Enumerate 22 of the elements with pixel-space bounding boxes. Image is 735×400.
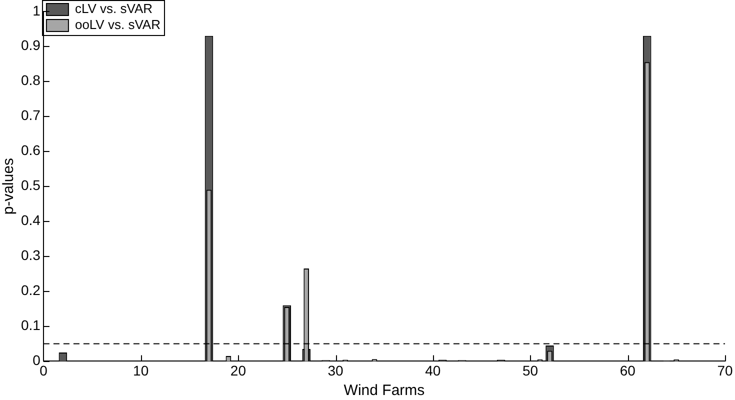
y-tick-label: 1 bbox=[32, 2, 41, 18]
legend-label: cLV vs. sVAR bbox=[74, 1, 153, 16]
y-tick-label: 0.4 bbox=[20, 212, 41, 228]
x-axis-title: Wind Farms bbox=[344, 382, 425, 400]
legend-label: ooLV vs. sVAR bbox=[74, 17, 160, 32]
y-axis-title: p-values bbox=[0, 158, 18, 215]
y-tick-label: 0.9 bbox=[20, 37, 41, 54]
x-tick-label: 10 bbox=[133, 362, 149, 378]
x-tick-label: 30 bbox=[328, 362, 344, 378]
x-tick-label: 50 bbox=[522, 362, 538, 378]
x-tick-label: 60 bbox=[620, 362, 636, 378]
y-tick-label: 0.8 bbox=[20, 72, 41, 88]
y-tick-label: 0.1 bbox=[20, 317, 41, 334]
y-tick-label: 0.6 bbox=[20, 142, 41, 158]
y-tick-label: 0.3 bbox=[20, 247, 41, 264]
x-tick-label: 70 bbox=[717, 362, 733, 378]
x-tick-label: 40 bbox=[425, 362, 441, 378]
y-tick-label: 0 bbox=[32, 352, 41, 368]
y-tick-label: 0.7 bbox=[20, 107, 41, 124]
y-tick-label: 0.5 bbox=[20, 177, 41, 194]
x-tick-label: 20 bbox=[230, 362, 246, 378]
y-tick-label: 0.2 bbox=[20, 282, 41, 298]
